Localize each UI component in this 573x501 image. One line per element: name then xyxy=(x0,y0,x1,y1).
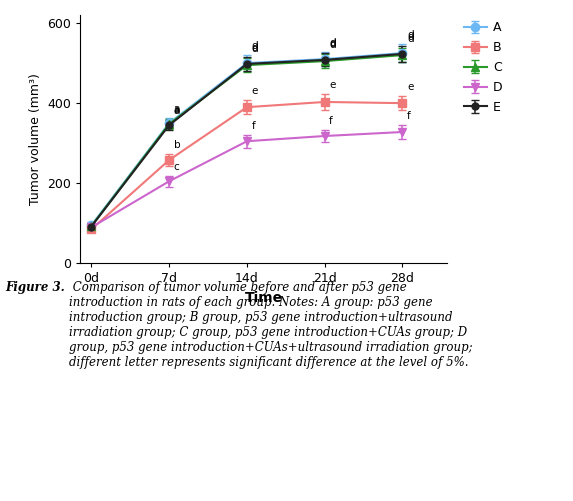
Text: d: d xyxy=(407,32,414,42)
Text: e: e xyxy=(407,82,413,92)
Text: d: d xyxy=(329,38,336,48)
Text: c: c xyxy=(174,162,179,172)
Text: d: d xyxy=(329,40,336,50)
Text: f: f xyxy=(329,116,333,126)
Text: d: d xyxy=(407,30,414,40)
Text: Figure 3.: Figure 3. xyxy=(6,281,65,294)
Text: f: f xyxy=(252,121,255,131)
Text: f: f xyxy=(407,111,411,121)
Text: e: e xyxy=(329,80,336,90)
Text: Comparison of tumor volume before and after p53 gene
introduction in rats of eac: Comparison of tumor volume before and af… xyxy=(69,281,472,369)
Text: a: a xyxy=(174,105,180,115)
Legend: A, B, C, D, E: A, B, C, D, E xyxy=(464,21,503,114)
Text: a: a xyxy=(174,104,180,114)
Text: e: e xyxy=(252,86,258,96)
Text: d: d xyxy=(252,43,258,53)
Text: a: a xyxy=(174,106,180,116)
Text: d: d xyxy=(252,44,258,54)
Text: d: d xyxy=(407,34,414,44)
Text: d: d xyxy=(252,41,258,51)
X-axis label: Time: Time xyxy=(245,291,282,305)
Text: d: d xyxy=(329,40,336,50)
Y-axis label: Tumor volume (mm³): Tumor volume (mm³) xyxy=(29,73,42,205)
Text: b: b xyxy=(174,140,180,150)
